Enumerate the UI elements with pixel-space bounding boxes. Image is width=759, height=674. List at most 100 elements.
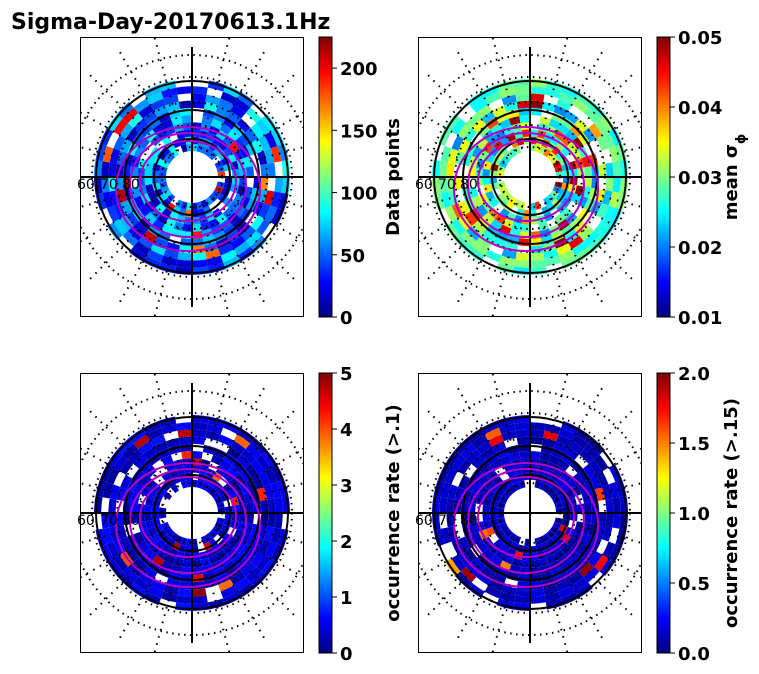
heatmap-cell [519, 115, 530, 124]
grid-spoke [558, 145, 642, 171]
heatmap-cell [138, 473, 151, 486]
heatmap-cell [498, 423, 516, 435]
heatmap-cell [483, 496, 493, 506]
heatmap-cell [594, 554, 609, 572]
heatmap-cell [178, 581, 192, 590]
grid-spoke [198, 373, 231, 485]
heatmap-cell [155, 538, 167, 550]
heatmap-cell [215, 105, 231, 118]
heatmap-cell [458, 200, 471, 216]
grid-spoke [217, 527, 304, 579]
heatmap-cell [150, 434, 166, 447]
heatmap-cell [444, 205, 458, 223]
axes-frame [418, 373, 642, 653]
heatmap-cell [485, 526, 496, 537]
heatmap-cell [498, 521, 508, 530]
heatmap-cell [231, 459, 246, 474]
grid-spoke [153, 373, 186, 485]
latitude-label: 70 [438, 513, 456, 529]
heatmap-cell [200, 221, 211, 231]
heatmap-cell [444, 467, 458, 485]
heatmap-cell [133, 434, 151, 449]
heatmap-cell [490, 459, 503, 472]
heatmap-cell [534, 201, 542, 210]
heatmap-cell [163, 526, 173, 535]
heatmap-cell [201, 115, 214, 126]
grid-spoke [217, 111, 304, 163]
polar-plot [80, 37, 304, 317]
heatmap-cell [568, 235, 584, 250]
grid-spoke [220, 481, 304, 507]
heatmap-cell [471, 482, 483, 495]
heatmap-cell [206, 255, 224, 267]
heatmap-cell [534, 537, 542, 546]
heatmap-cell [102, 145, 114, 163]
heatmap-cell [257, 150, 268, 165]
heatmap-cell [516, 436, 530, 445]
heatmap-cell [263, 148, 275, 164]
heatmap-cell [130, 186, 141, 199]
heatmap-cell [192, 538, 198, 547]
heatmap-cell [490, 554, 503, 567]
latitude-label: 60 [415, 513, 433, 529]
grid-spoke [423, 533, 510, 620]
heatmap-cell [460, 566, 477, 583]
heatmap-cell [144, 548, 157, 561]
heatmap-cell [514, 86, 530, 95]
heatmap-cell [230, 440, 246, 455]
grid-spoke [80, 481, 164, 507]
axes-frame [80, 37, 304, 317]
heatmap-cell [490, 218, 503, 231]
heatmap-cell [138, 137, 151, 150]
heatmap-cell [553, 213, 566, 225]
heatmap-cell [133, 241, 151, 256]
heatmap-cell [155, 202, 167, 214]
colorbar-tick-label: 3 [340, 476, 353, 497]
heatmap-cell [605, 513, 614, 528]
heatmap-cell [553, 549, 566, 561]
heatmap-cell [483, 184, 493, 194]
heatmap-cell [208, 554, 220, 565]
heatmap-cell [138, 104, 154, 119]
heatmap-cell [163, 94, 179, 106]
heatmap-cell [571, 241, 589, 256]
heatmap-cell [236, 118, 251, 133]
heatmap-cell [178, 436, 192, 445]
heatmap-cell [530, 574, 543, 583]
heatmap-cell [498, 591, 516, 603]
heatmap-cell [556, 243, 572, 256]
latitude-label: 80 [460, 177, 478, 193]
heatmap-cell [192, 259, 208, 268]
heatmap-cell [120, 200, 133, 216]
heatmap-cell [520, 223, 530, 232]
heatmap-cell [161, 118, 174, 130]
grid-spoke [212, 197, 299, 284]
heatmap-cell [250, 551, 265, 567]
heatmap-cell [493, 538, 505, 550]
heatmap-cell [196, 480, 204, 489]
heatmap-cell [511, 221, 522, 231]
heatmap-cell [460, 500, 469, 513]
heatmap-cell [499, 543, 510, 555]
heatmap-cell [200, 145, 209, 155]
grid-spoke [217, 447, 304, 499]
heatmap-cell [440, 527, 452, 545]
heatmap-cell [250, 459, 265, 475]
latitude-label: 80 [122, 177, 140, 193]
heatmap-cell [539, 115, 552, 126]
grid-spoke [418, 145, 502, 171]
heatmap-cell [542, 101, 557, 112]
heatmap-cell [508, 115, 521, 126]
heatmap-cell [571, 434, 589, 449]
heatmap-cell [579, 448, 595, 464]
heatmap-cell [460, 230, 477, 247]
heatmap-cell [476, 158, 486, 169]
heatmap-cell [476, 440, 492, 455]
heatmap-cell [142, 446, 158, 460]
heatmap-cell [120, 138, 133, 154]
colorbar-gradient [656, 372, 671, 654]
heatmap-cell [508, 196, 517, 206]
heatmap-cell [548, 118, 561, 130]
heatmap-cell [519, 451, 530, 460]
heatmap-cell [530, 595, 546, 604]
